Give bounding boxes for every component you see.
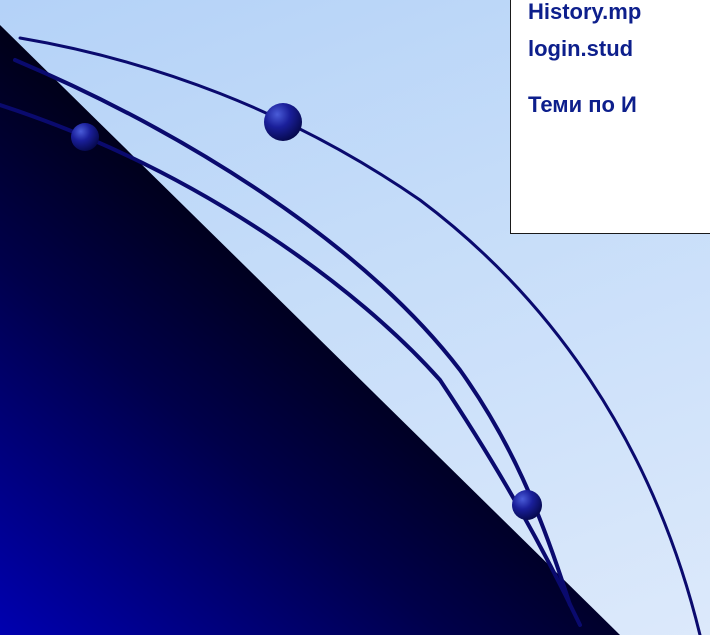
- decorative-curve-1: [18, 36, 702, 635]
- dark-gradient-triangle: [0, 25, 620, 635]
- sphere-bead-lower: [512, 490, 542, 520]
- text-line-3: Теми по И: [528, 92, 637, 117]
- link-text-box: History.mp login.stud Теми по И: [510, 0, 710, 234]
- text-line-2[interactable]: login.stud: [528, 36, 634, 61]
- text-line-1[interactable]: History.mp: [528, 0, 642, 24]
- sphere-bead-left: [71, 123, 99, 151]
- sphere-bead-large: [264, 103, 302, 141]
